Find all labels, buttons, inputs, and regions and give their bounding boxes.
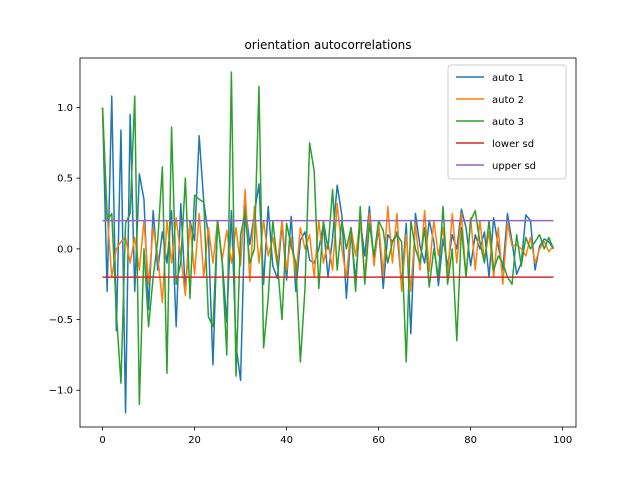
x-tick-label: 80 xyxy=(464,435,477,446)
legend: auto 1 auto 2 auto 3 lower sd upper sd xyxy=(447,64,567,180)
legend-box xyxy=(447,64,567,180)
y-tick-label: −1.0 xyxy=(49,386,73,397)
axes: 0 20 40 60 80 100 −1.0 −0.5 0.0 0.5 1.0 xyxy=(49,57,577,446)
chart-title: orientation autocorrelations xyxy=(244,38,411,52)
y-tick-label: −0.5 xyxy=(49,315,73,326)
axes-frame xyxy=(79,57,577,428)
legend-label: lower sd xyxy=(492,139,534,150)
x-tick-label: 60 xyxy=(372,435,385,446)
legend-label: auto 1 xyxy=(492,73,524,84)
legend-label: upper sd xyxy=(492,161,536,172)
x-tick-label: 40 xyxy=(280,435,293,446)
x-tick-label: 100 xyxy=(553,435,572,446)
legend-label: auto 3 xyxy=(492,117,524,128)
legend-label: auto 2 xyxy=(492,95,524,106)
x-tick-label: 0 xyxy=(99,435,105,446)
y-tick-label: 0.5 xyxy=(57,174,73,185)
x-tick-label: 20 xyxy=(188,435,201,446)
y-tick-label: 0.0 xyxy=(57,244,73,255)
y-tick-label: 1.0 xyxy=(57,103,73,114)
plot-area xyxy=(101,71,555,414)
